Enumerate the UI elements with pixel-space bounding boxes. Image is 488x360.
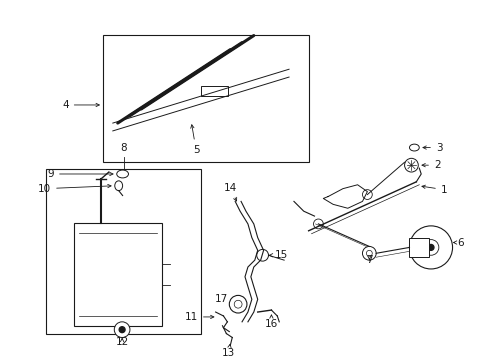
Text: 2: 2 — [421, 160, 440, 170]
Text: 15: 15 — [268, 250, 287, 260]
Circle shape — [422, 240, 438, 255]
Text: 1: 1 — [421, 185, 447, 195]
Text: 6: 6 — [452, 238, 463, 248]
Text: 8: 8 — [120, 143, 127, 153]
Circle shape — [229, 296, 246, 313]
Circle shape — [366, 250, 371, 256]
Bar — [201, 86, 228, 96]
Circle shape — [313, 219, 323, 229]
Text: 11: 11 — [184, 312, 213, 322]
Circle shape — [427, 244, 433, 250]
Bar — [103, 35, 308, 162]
Text: 17: 17 — [215, 294, 228, 304]
Circle shape — [256, 249, 268, 261]
Text: 3: 3 — [422, 143, 442, 153]
Ellipse shape — [408, 144, 418, 151]
Bar — [46, 169, 201, 334]
Text: 16: 16 — [264, 315, 278, 329]
Text: 12: 12 — [115, 337, 128, 347]
Circle shape — [408, 226, 451, 269]
Circle shape — [362, 247, 375, 260]
Bar — [74, 223, 162, 326]
Text: 10: 10 — [38, 184, 111, 194]
Circle shape — [404, 158, 417, 172]
Bar — [408, 238, 428, 257]
Text: 9: 9 — [47, 169, 113, 179]
Text: 13: 13 — [221, 344, 235, 358]
Circle shape — [114, 322, 130, 337]
Text: 7: 7 — [366, 255, 372, 265]
Text: 14: 14 — [223, 183, 237, 201]
Circle shape — [119, 327, 125, 333]
Circle shape — [234, 300, 242, 308]
Ellipse shape — [115, 181, 122, 191]
Text: 5: 5 — [190, 125, 199, 154]
Ellipse shape — [117, 170, 128, 178]
Circle shape — [362, 190, 371, 199]
Text: 4: 4 — [62, 100, 99, 110]
